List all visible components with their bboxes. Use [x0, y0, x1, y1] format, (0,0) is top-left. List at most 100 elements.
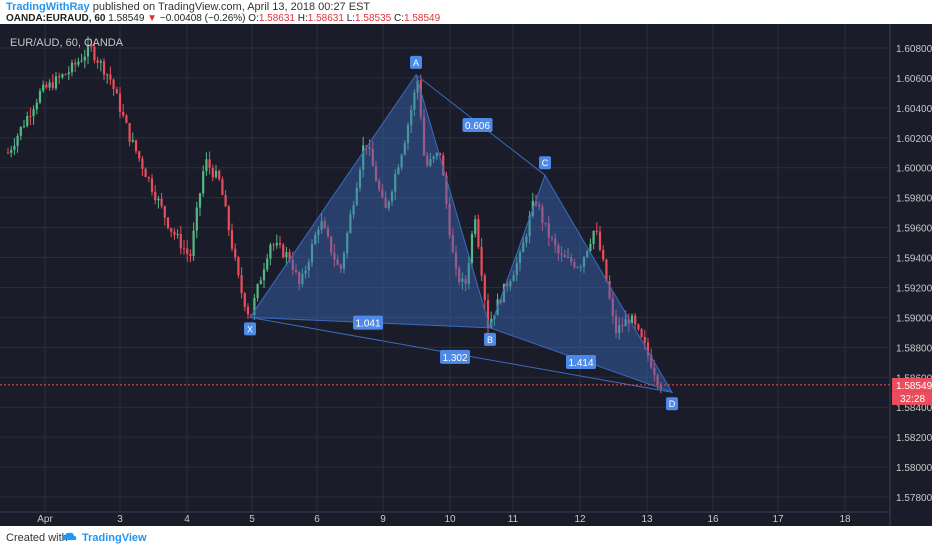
candle-body: [106, 74, 109, 76]
candle-body: [339, 264, 342, 269]
last-price: 1.58549: [108, 13, 145, 24]
candle-body: [640, 329, 643, 337]
candle-body: [227, 206, 230, 231]
publish-info: TradingWithRay published on TradingView.…: [6, 1, 370, 13]
candle-body: [573, 262, 576, 268]
candle-body: [58, 76, 61, 78]
candle-body: [346, 232, 349, 254]
candle-body: [134, 140, 138, 152]
candle-body: [570, 257, 573, 263]
candle-body: [93, 46, 96, 61]
candle-body: [243, 293, 246, 307]
candle-body: [342, 253, 346, 269]
candle-body: [128, 123, 131, 142]
candle-body: [298, 272, 301, 285]
candle-body: [173, 231, 176, 235]
axes: 1.60800 1.60600 1.60400 1.60200 1.60000 1.598…: [0, 24, 932, 526]
symbol-info: OANDA:EURAUD, 60 1.58549 ▼ −0.00408 (−0.…: [6, 13, 440, 24]
candle-body: [141, 158, 144, 169]
candle-body: [598, 231, 602, 251]
candle-body: [118, 93, 122, 112]
candle-body: [266, 258, 269, 270]
point-label-box: [539, 156, 551, 170]
candle-body: [96, 60, 99, 63]
candle-body: [506, 283, 509, 287]
harmonic-pattern[interactable]: 0.606 1.041 1.302 1.414 X A B C D: [244, 55, 678, 411]
chart-svg[interactable]: 0.606 1.041 1.302 1.414 X A B C D 1.60800 1.60600…: [0, 24, 932, 526]
y-tick-label: 1.59200: [896, 283, 932, 294]
candle-body: [237, 257, 240, 276]
candle-body: [163, 206, 166, 218]
candle-body: [544, 222, 547, 224]
candle-body: [320, 221, 323, 230]
candle-body: [51, 82, 54, 89]
candle-body: [563, 255, 566, 258]
candle-body: [45, 84, 48, 88]
candle-body: [157, 198, 160, 201]
candle-body: [16, 135, 19, 146]
y-tick-label: 1.60400: [896, 104, 932, 115]
candle-body: [323, 221, 326, 229]
candle-body: [534, 200, 538, 205]
candle-body: [650, 355, 653, 368]
candle-body: [218, 170, 221, 180]
candle-body: [131, 140, 134, 142]
chart-area[interactable]: 0.606 1.041 1.302 1.414 X A B C D 1.60800 1.60600…: [0, 24, 932, 526]
point-label-d: D: [669, 399, 676, 409]
ratio-label: 0.606: [465, 121, 490, 132]
candle-body: [509, 281, 512, 287]
candle-body: [483, 275, 486, 301]
candle-body: [272, 244, 275, 246]
price-axis-background: [890, 24, 932, 526]
grid-lines: [0, 24, 890, 512]
candle-body: [554, 238, 557, 246]
point-label-b: B: [487, 335, 493, 345]
x-tick-label: 18: [839, 514, 851, 525]
candle-body: [102, 61, 106, 75]
candle-body: [394, 174, 397, 192]
candle-body: [195, 207, 198, 231]
published-text: published on TradingView.com, April 13, …: [92, 1, 371, 13]
candle-body: [614, 315, 618, 334]
candle-body: [330, 236, 333, 253]
candle-body: [326, 228, 330, 237]
candle-body: [48, 82, 51, 88]
candle-body: [525, 236, 528, 243]
pattern-xab-triangle: [249, 73, 491, 329]
author-link[interactable]: TradingWithRay: [6, 1, 90, 13]
candle-body: [202, 171, 205, 194]
y-tick-label: 1.58400: [896, 403, 932, 414]
x-tick-label: 16: [707, 514, 719, 525]
candle-body: [29, 116, 32, 118]
candle-body: [608, 281, 611, 299]
tradingview-brand-link[interactable]: TradingView: [82, 532, 147, 544]
candle-body: [317, 229, 320, 235]
symbol-label: OANDA:EURAUD, 60: [6, 13, 106, 24]
y-tick-label: 1.59600: [896, 224, 932, 235]
candle-body: [432, 156, 435, 159]
candle-body: [522, 242, 525, 253]
candle-body: [74, 62, 77, 65]
point-label-box: [244, 322, 256, 336]
candle-body: [378, 181, 381, 190]
price-change: −0.00408 (−0.26%): [159, 13, 246, 24]
candle-body: [381, 189, 384, 198]
candle-body: [477, 219, 480, 247]
candle-body: [547, 223, 550, 238]
candle-body: [179, 234, 182, 249]
candle-body: [38, 90, 42, 103]
candle-body: [240, 275, 243, 294]
candle-body: [282, 244, 285, 258]
current-price-value: 1.58549: [896, 381, 932, 392]
candle-body: [605, 259, 608, 282]
created-with-text: Created with: [6, 532, 68, 544]
candle-body: [10, 149, 13, 153]
candle-body: [659, 384, 662, 390]
candle-body: [211, 167, 214, 178]
candle-body: [470, 233, 474, 263]
candle-body: [115, 89, 118, 94]
candle-body: [637, 324, 640, 330]
candle-body: [438, 152, 442, 156]
x-tick-label: 6: [314, 514, 320, 525]
low-label: L:: [346, 13, 356, 24]
